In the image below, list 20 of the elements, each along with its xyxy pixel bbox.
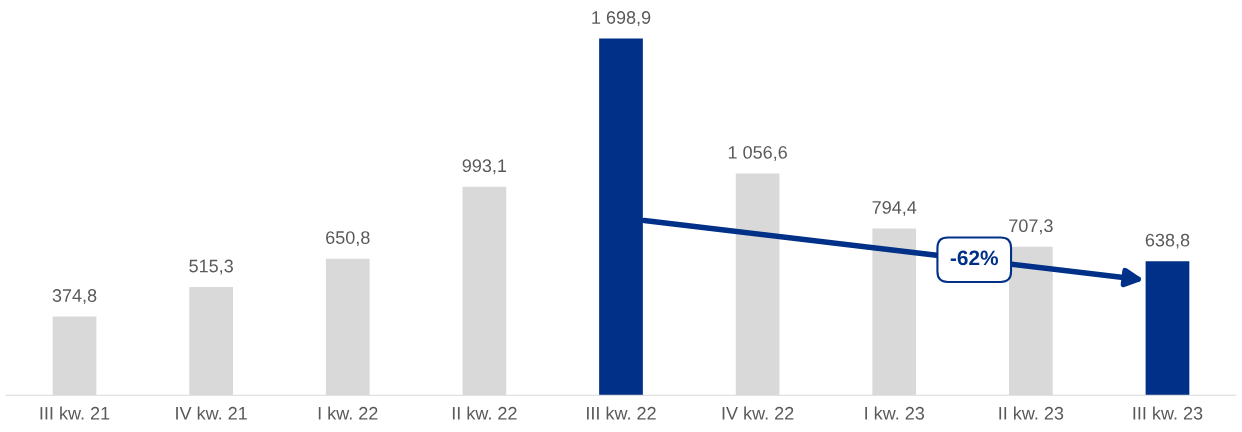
data-label: 515,3 <box>189 259 233 275</box>
data-label: 794,4 <box>872 201 917 216</box>
x-tick-label: I kw. 22 <box>318 406 378 420</box>
x-tick-label: IV kw. 21 <box>176 406 247 420</box>
data-label: 707,3 <box>1009 219 1053 235</box>
x-tick-label: III kw. 23 <box>1133 406 1203 420</box>
x-tick-label: III kw. 22 <box>587 406 656 420</box>
data-label: 1 698,9 <box>592 11 651 27</box>
x-tick-label: IV kw. 22 <box>722 406 794 420</box>
annotation: -62% <box>950 250 999 266</box>
data-label: 374,8 <box>52 289 97 305</box>
x-tick-label: III kw. 21 <box>40 406 110 420</box>
data-label: 993,1 <box>462 159 507 175</box>
x-tick-label: II kw. 22 <box>452 406 517 420</box>
x-tick-label: II kw. 23 <box>999 406 1064 420</box>
data-label: 638,8 <box>1145 233 1190 249</box>
data-label: 650,8 <box>326 231 370 247</box>
data-label: 1 056,6 <box>728 145 787 161</box>
bar <box>1145 261 1190 396</box>
x-tick-label: I kw. 23 <box>865 406 925 420</box>
